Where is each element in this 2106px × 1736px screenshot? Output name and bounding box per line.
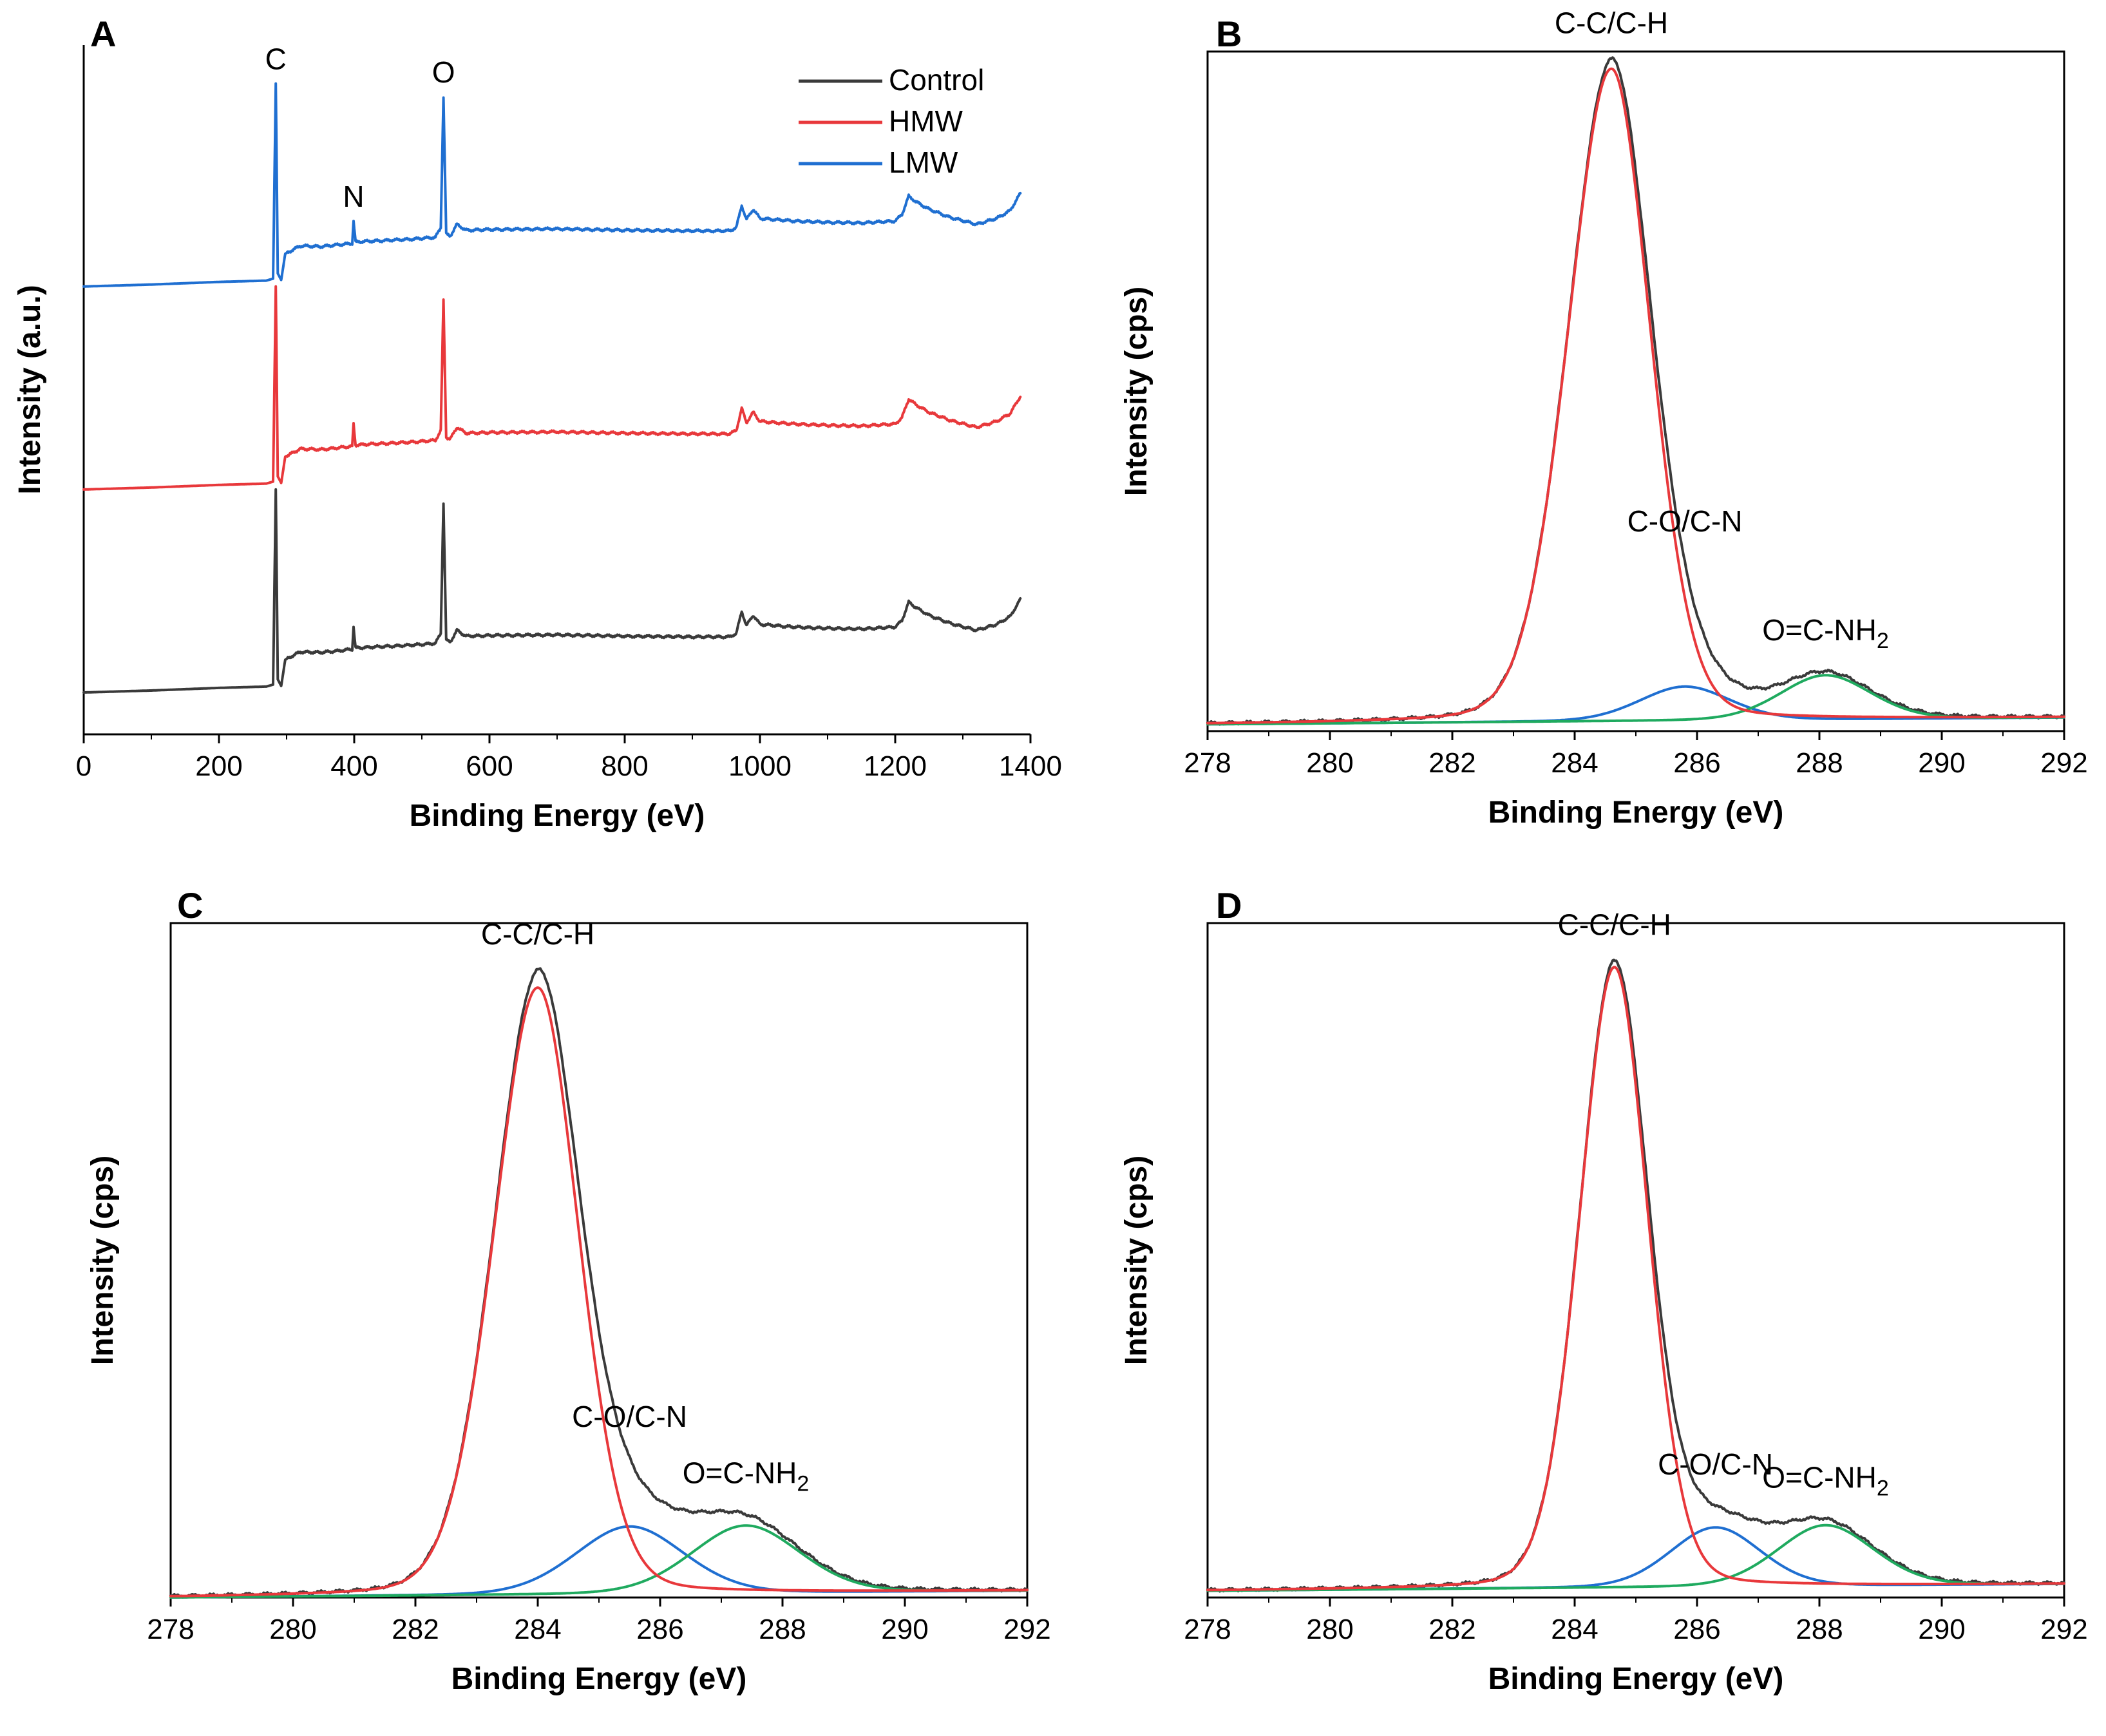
component-line-2 xyxy=(1206,1523,2065,1592)
series-line-lmw xyxy=(82,82,1022,288)
peak-annotation: O=C-NH2 xyxy=(1762,613,1889,653)
peak-annotation: N xyxy=(343,180,364,213)
x-tick-label: 290 xyxy=(881,1614,928,1645)
panel-label: A xyxy=(90,14,116,54)
x-tick-label: 278 xyxy=(1184,1614,1231,1645)
panel-label: C xyxy=(177,885,203,926)
plot-frame xyxy=(1206,922,2065,1599)
x-axis-label: Binding Energy (eV) xyxy=(410,799,705,833)
x-tick-label: 282 xyxy=(392,1614,439,1645)
y-axis-label: Intensity (cps) xyxy=(1119,287,1153,496)
annotation-subscript: 2 xyxy=(797,1471,809,1496)
envelope-line xyxy=(1206,959,2065,1593)
annotation-text: C-O/C-N xyxy=(1658,1447,1773,1481)
x-tick-label: 800 xyxy=(601,750,648,782)
component-line-1 xyxy=(1206,1526,2065,1592)
plot-frame xyxy=(169,922,1029,1599)
envelope-line xyxy=(169,967,1029,1599)
annotation-text: O=C-NH xyxy=(1762,1461,1877,1494)
x-tick-label: 290 xyxy=(1918,747,1965,779)
x-tick-label: 278 xyxy=(147,1614,194,1645)
x-tick-label: 290 xyxy=(1918,1614,1965,1645)
annotation-text: C-C/C-H xyxy=(1558,908,1671,941)
x-tick-label: 600 xyxy=(466,750,513,782)
x-tick-label: 0 xyxy=(76,750,91,782)
annotation-text: O=C-NH xyxy=(683,1456,797,1489)
plot-frame xyxy=(1206,50,2065,732)
x-tick-label: 292 xyxy=(1003,1614,1050,1645)
annotation-text: O=C-NH xyxy=(1762,613,1877,647)
x-tick-label: 280 xyxy=(1306,747,1353,779)
component-line-0 xyxy=(169,986,1029,1598)
annotation-text: C-C/C-H xyxy=(1555,6,1668,40)
component-line-0 xyxy=(1206,67,2065,725)
component-line-2 xyxy=(169,1524,1029,1599)
x-tick-label: 282 xyxy=(1428,747,1475,779)
peak-annotation: C-O/C-N xyxy=(1658,1447,1773,1481)
annotation-text: C-O/C-N xyxy=(572,1400,687,1433)
panel-label: B xyxy=(1216,14,1242,54)
x-tick-label: 1200 xyxy=(864,750,927,782)
legend-label: LMW xyxy=(889,146,958,179)
peak-annotation: C xyxy=(265,43,287,76)
component-line-2 xyxy=(1206,674,2065,726)
x-tick-label: 286 xyxy=(1673,747,1720,779)
annotation-subscript: 2 xyxy=(1877,1476,1889,1501)
x-tick-label: 288 xyxy=(1796,747,1843,779)
peak-annotation: O=C-NH2 xyxy=(683,1456,810,1496)
panel-c: 278 280 282 284 286 288 290 292 Binding Energy (… xyxy=(86,885,1051,1696)
x-tick-label: 284 xyxy=(1551,747,1598,779)
y-axis-label: Intensity (a.u.) xyxy=(13,285,47,494)
x-tick-label: 400 xyxy=(330,750,377,782)
peak-annotation: O xyxy=(432,55,455,89)
annotation-text: C-C/C-H xyxy=(481,917,594,951)
x-tick-label: 286 xyxy=(1673,1614,1720,1645)
peak-annotation: C-O/C-N xyxy=(572,1400,687,1433)
x-tick-label: 284 xyxy=(1551,1614,1598,1645)
x-tick-label: 288 xyxy=(759,1614,806,1645)
panel-d: 278 280 282 284 286 288 290 292 Binding Energy (… xyxy=(1119,885,2088,1696)
x-tick-label: 278 xyxy=(1184,747,1231,779)
legend: Control HMW LMW xyxy=(799,63,984,179)
panel-label: D xyxy=(1216,885,1242,926)
x-tick-label: 292 xyxy=(2040,747,2087,779)
peak-annotation: C-C/C-H xyxy=(1555,6,1668,40)
x-tick-label: 1400 xyxy=(999,750,1062,782)
x-tick-label: 280 xyxy=(1306,1614,1353,1645)
peak-annotation: O=C-NH2 xyxy=(1762,1461,1889,1501)
legend-label: Control xyxy=(889,63,984,97)
peak-annotation: C-C/C-H xyxy=(1558,908,1671,941)
x-tick-label: 288 xyxy=(1796,1614,1843,1645)
annotation-text: C-O/C-N xyxy=(1627,504,1743,538)
annotation-subscript: 2 xyxy=(1877,629,1889,653)
x-tick-label: 280 xyxy=(269,1614,316,1645)
x-tick-label: 284 xyxy=(514,1614,561,1645)
x-axis-label: Binding Energy (eV) xyxy=(1488,796,1784,830)
envelope-line xyxy=(1206,56,2065,726)
panel-a: 0 200 400 600 800 1000 1200 1400 Binding Energy … xyxy=(13,14,1062,833)
x-tick-label: 282 xyxy=(1428,1614,1475,1645)
x-tick-label: 200 xyxy=(195,750,242,782)
x-tick-label: 1000 xyxy=(728,750,792,782)
panel-b: 278 280 282 284 286 288 290 292 Binding Energy (… xyxy=(1119,6,2088,830)
series-line-control xyxy=(82,488,1022,694)
series-line-hmw xyxy=(82,285,1022,491)
peak-annotation: C-O/C-N xyxy=(1627,504,1743,538)
legend-label: HMW xyxy=(889,104,963,138)
peak-annotation: C-C/C-H xyxy=(481,917,594,951)
y-axis-label: Intensity (cps) xyxy=(1119,1156,1153,1365)
component-line-0 xyxy=(1206,966,2065,1592)
y-axis-label: Intensity (cps) xyxy=(86,1156,120,1365)
x-tick-label: 292 xyxy=(2040,1614,2087,1645)
x-tick-label: 286 xyxy=(636,1614,683,1645)
x-axis-label: Binding Energy (eV) xyxy=(451,1662,747,1696)
x-axis-label: Binding Energy (eV) xyxy=(1488,1662,1784,1696)
